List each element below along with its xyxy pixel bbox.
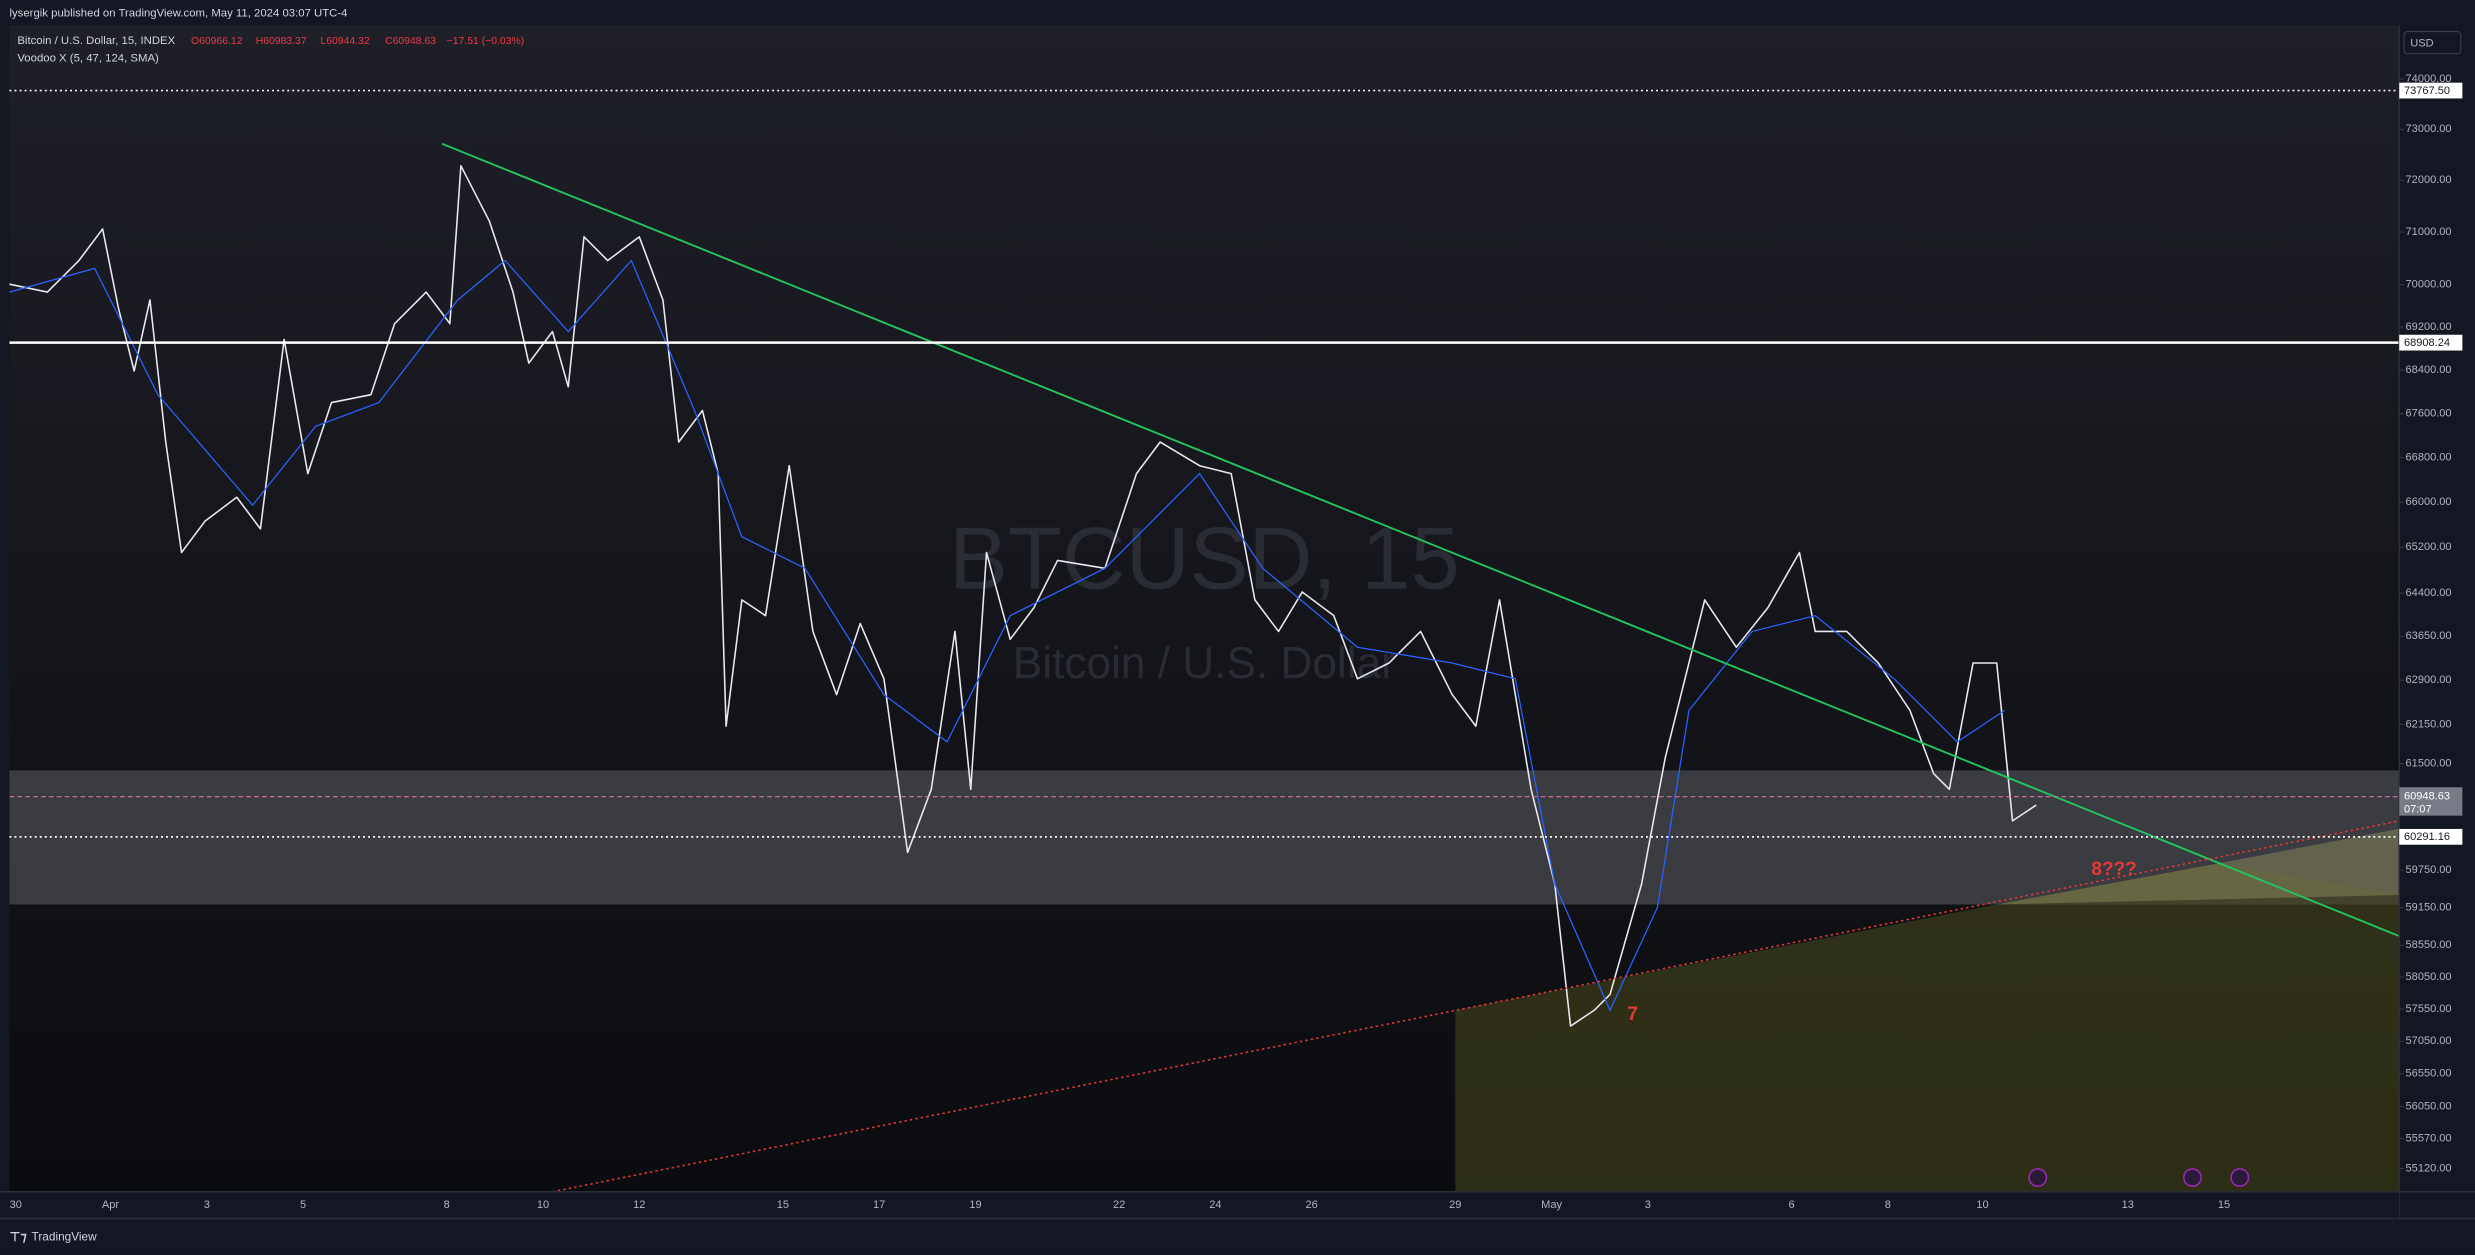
time-ticks: 30 Apr 3 5 8 10 12 15 17 19 22 24 26 29 May 3 6 8 10 13 15	[10, 1199, 2231, 1211]
price-level-badge	[2399, 828, 2463, 845]
time-tick-label: 17	[873, 1199, 885, 1211]
price-level-label: 73767.50	[2404, 85, 2450, 97]
price-tick-label: 57050.00	[2406, 1035, 2452, 1047]
brand: TradingView	[32, 1230, 98, 1244]
price-tick-label: 62900.00	[2406, 674, 2452, 686]
time-tick-label: 10	[537, 1199, 549, 1211]
watermark-name: Bitcoin / U.S. Dollar	[1013, 639, 1396, 688]
price-tick-label: 62150.00	[2406, 718, 2452, 730]
publisher: lysergik published on TradingView.com, M…	[9, 7, 347, 19]
currency[interactable]: USD	[2410, 37, 2433, 49]
price-tick-label: 55570.00	[2406, 1132, 2452, 1144]
price-tick-label: 55120.00	[2406, 1162, 2452, 1174]
currency-button[interactable]	[2403, 31, 2462, 55]
legend-high: H60983.37	[256, 36, 307, 47]
event-icon[interactable]	[2182, 1168, 2202, 1188]
legend-change: −17.51 (−0.03%)	[447, 36, 525, 47]
time-tick-label: 10	[1976, 1199, 1988, 1211]
price-tick-label: 66000.00	[2406, 496, 2452, 508]
time-tick-label: 15	[777, 1199, 789, 1211]
annotation: 8???	[2091, 859, 2136, 880]
price-tick-label: 68400.00	[2406, 364, 2452, 376]
legend-close: C60948.63	[385, 36, 436, 47]
time-tick-label: 6	[1788, 1199, 1794, 1211]
price-tick-label: 56550.00	[2406, 1068, 2452, 1080]
event-icon[interactable]	[2028, 1168, 2048, 1188]
event-icon[interactable]	[2230, 1168, 2250, 1188]
trendline-down	[441, 142, 2400, 937]
price-axis	[2399, 25, 2475, 1192]
time-tick-label: 15	[2218, 1199, 2230, 1211]
time-tick-label: 26	[1306, 1199, 1318, 1211]
price-level-label: 60291.16	[2404, 831, 2450, 843]
legend-symbol: Bitcoin / U.S. Dollar, 15, INDEX	[17, 35, 175, 47]
price-tick-label: 58050.00	[2406, 971, 2452, 983]
time-tick-label: 30	[10, 1199, 22, 1211]
price-tick-label: 69200.00	[2406, 321, 2452, 333]
time-tick-label: 3	[1645, 1199, 1651, 1211]
price-level-label: 68908.24	[2404, 337, 2450, 349]
price-tick-label: 64400.00	[2406, 587, 2452, 599]
price-tick-label: 57550.00	[2406, 1003, 2452, 1015]
price-tick-label: 61500.00	[2406, 757, 2452, 769]
time-tick-label: 24	[1209, 1199, 1221, 1211]
price-tick-label: 59750.00	[2406, 864, 2452, 876]
price-tick-label: 65200.00	[2406, 541, 2452, 553]
time-tick-label: Apr	[102, 1199, 119, 1211]
time-tick-label: 8	[444, 1199, 450, 1211]
annotation: 7	[1627, 1004, 1638, 1025]
time-tick-label: 13	[2122, 1199, 2134, 1211]
price-levels	[9, 89, 2400, 838]
legend-open: O60966.12	[191, 36, 243, 47]
time-tick-label: 19	[969, 1199, 981, 1211]
time-tick-label: 22	[1113, 1199, 1125, 1211]
price-tick-label: 63650.00	[2406, 630, 2452, 642]
legend-low: L60944.32	[320, 36, 369, 47]
legend-indicator: Voodoo X (5, 47, 124, SMA)	[17, 52, 159, 64]
countdown: 07:07	[2404, 803, 2432, 815]
projection-wedge	[1996, 828, 2400, 905]
time-tick-label: 12	[633, 1199, 645, 1211]
footer	[0, 1218, 2475, 1255]
price-tick-label: 56050.00	[2406, 1101, 2452, 1113]
last-price-label: 60948.63	[2404, 791, 2450, 803]
price-tick-label: 74000.00	[2406, 73, 2452, 85]
time-tick-label: 29	[1449, 1199, 1461, 1211]
price-tick-label: 58550.00	[2406, 939, 2452, 951]
price-tick-label: 73000.00	[2406, 123, 2452, 135]
price-level-badge	[2399, 82, 2463, 99]
projection-area	[1455, 863, 2400, 1192]
time-axis	[0, 1191, 2400, 1219]
watermark-symbol: BTCUSD, 15	[949, 508, 1460, 607]
moving-average	[9, 259, 2005, 1012]
price-ticks: 74000.00 73000.00 72000.00 71000.00 70000.00…	[2399, 73, 2452, 1174]
price-tick-label: 67600.00	[2406, 407, 2452, 419]
price-level-badge	[2399, 334, 2463, 351]
brand-logo: ⊤⁊	[9, 1230, 27, 1244]
price-tick-label: 66800.00	[2406, 452, 2452, 464]
price-tick-label: 71000.00	[2406, 226, 2452, 238]
header-bar	[0, 0, 2475, 26]
time-tick-label: 5	[300, 1199, 306, 1211]
price-tick-label: 70000.00	[2406, 278, 2452, 290]
time-tick-label: May	[1541, 1199, 1562, 1211]
price-tick-label: 59150.00	[2406, 901, 2452, 913]
trendline-up	[552, 820, 2400, 1193]
last-price-badge	[2399, 787, 2463, 816]
price-tick-label: 72000.00	[2406, 174, 2452, 186]
time-tick-label: 8	[1885, 1199, 1891, 1211]
time-tick-label: 3	[204, 1199, 210, 1211]
